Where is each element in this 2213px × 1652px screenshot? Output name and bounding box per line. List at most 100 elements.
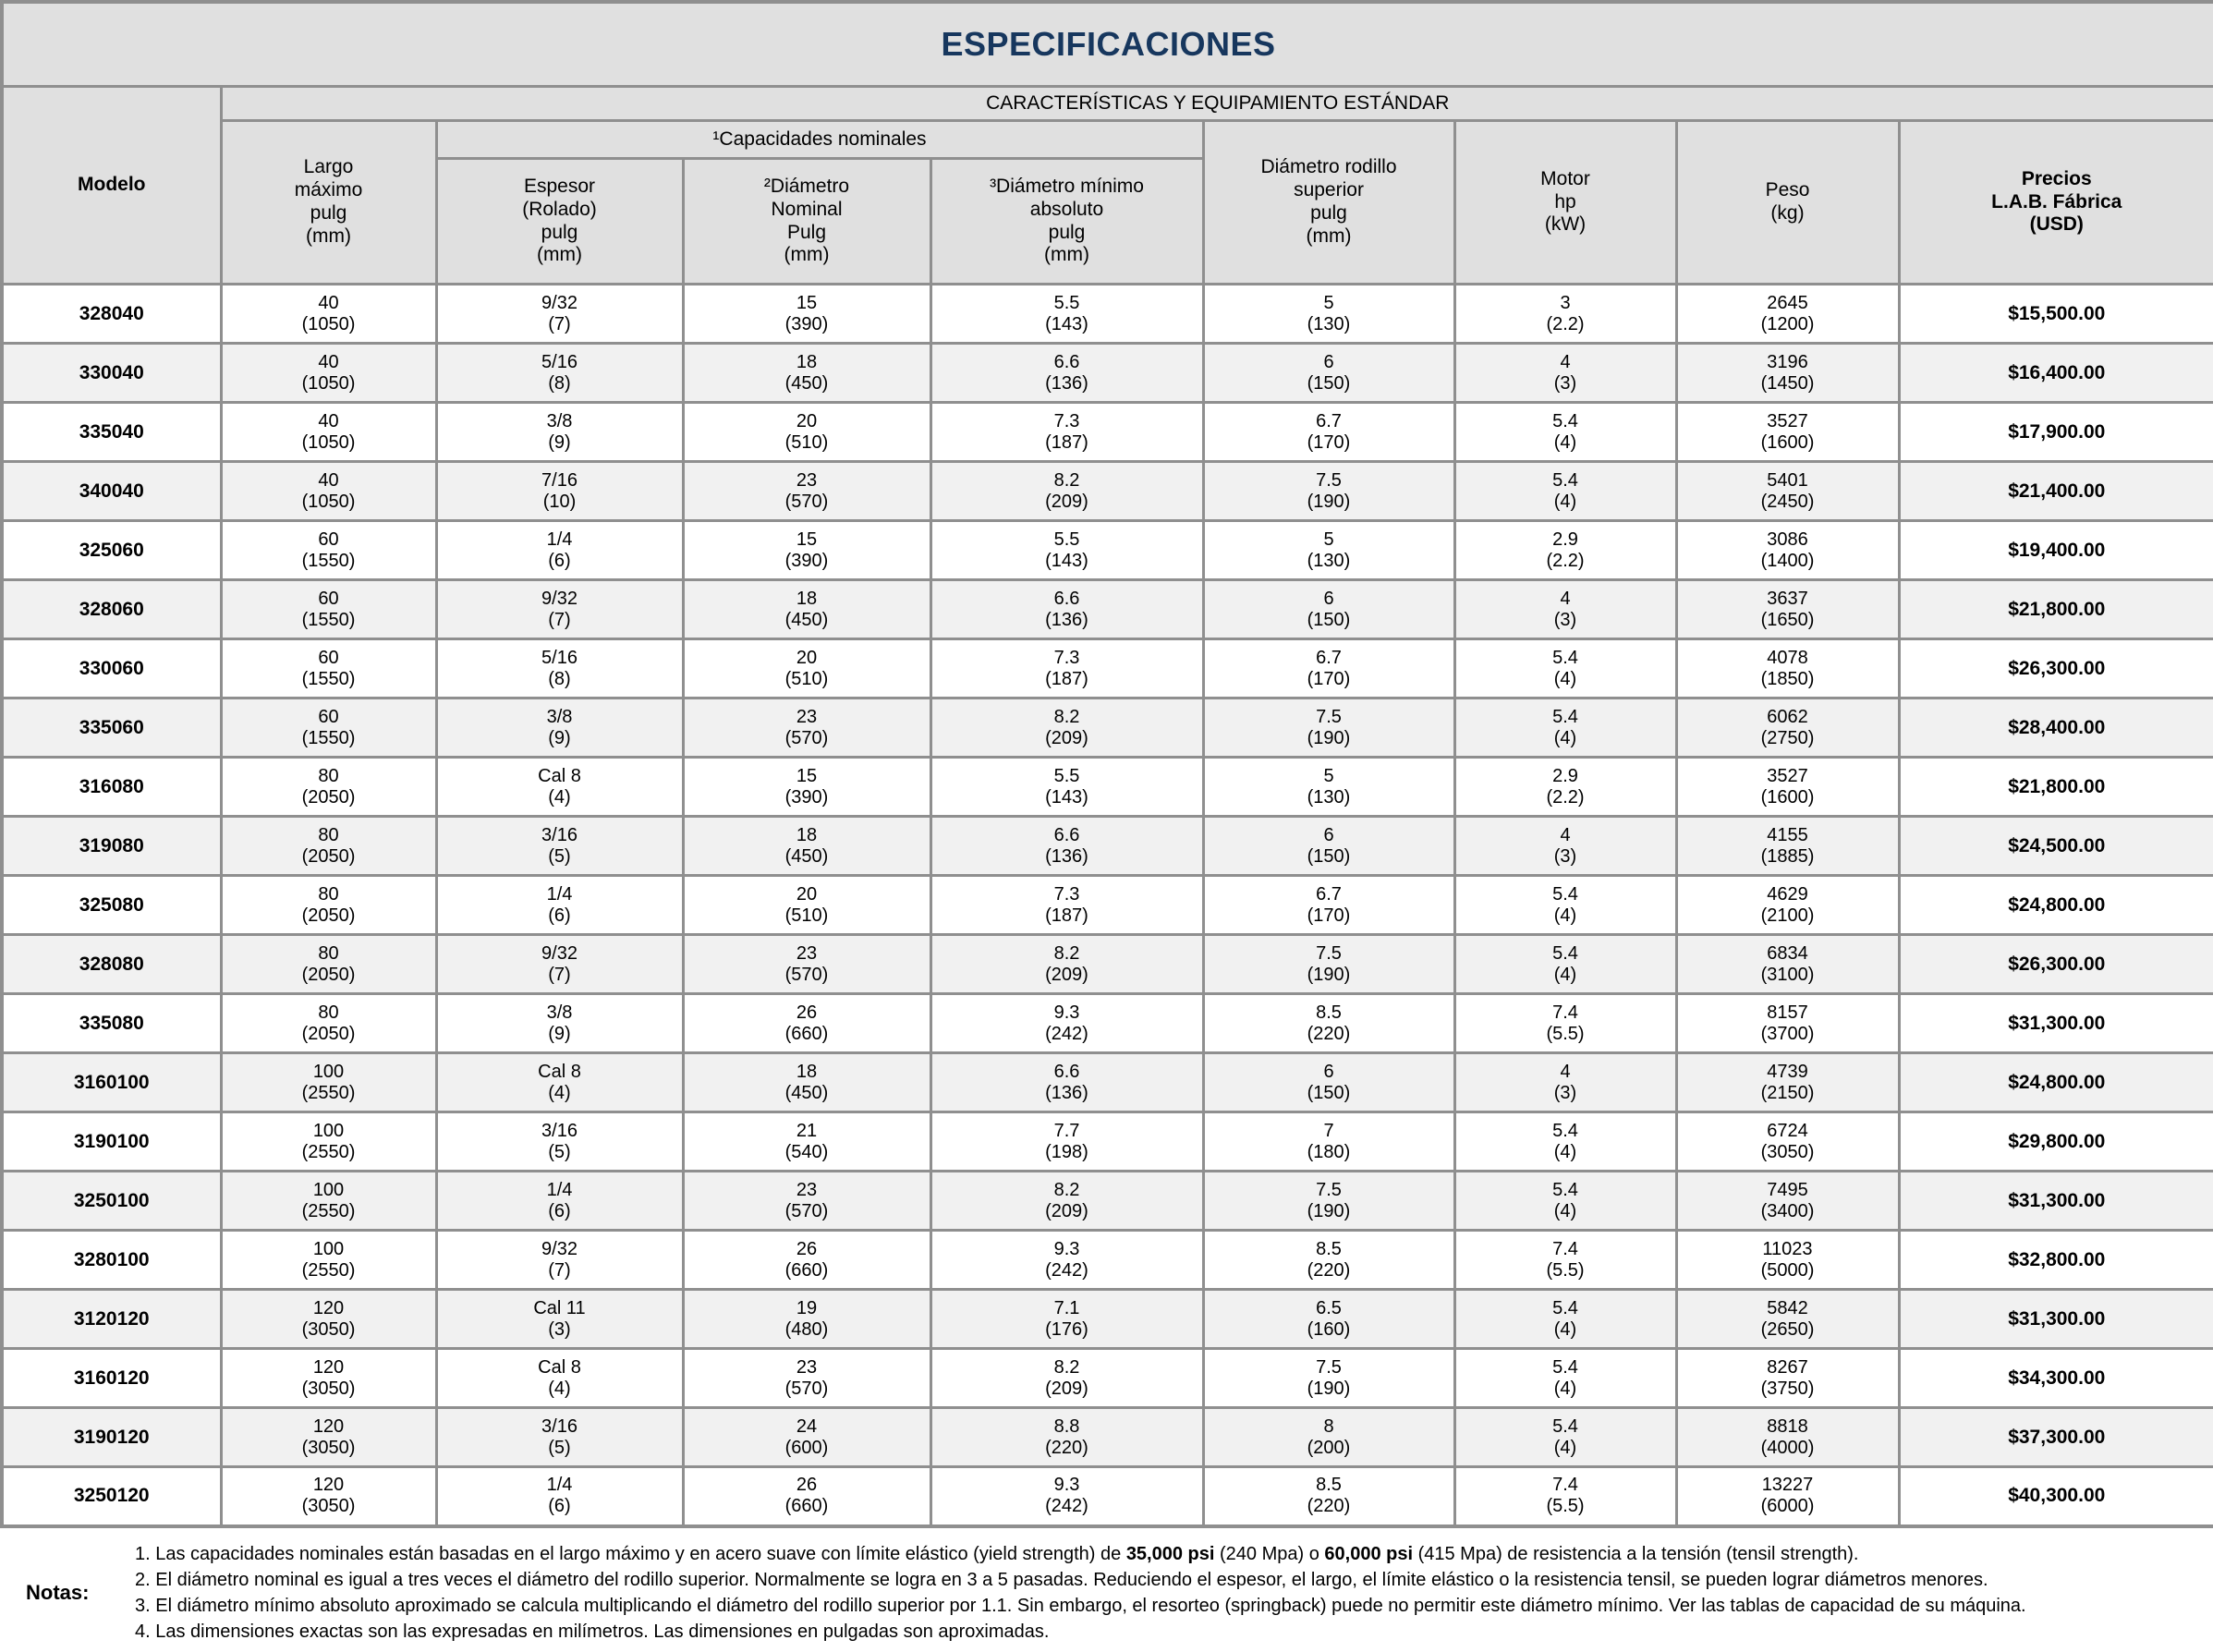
cell-precio: $26,300.00 [1897,933,2213,995]
cell-diametro-nominal: 26 (660) [681,1465,932,1527]
cell-diametro-rodillo: 7 (180) [1201,1111,1456,1172]
header-diametro-nominal: ²Diámetro Nominal Pulg (mm) [681,157,932,285]
cell-peso: 3527 (1600) [1674,401,1901,463]
cell-motor: 7.4 (5.5) [1453,1465,1678,1527]
cell-precio: $31,300.00 [1897,1170,2213,1232]
cell-precio: $28,400.00 [1897,697,2213,759]
cell-espesor: Cal 11 (3) [434,1288,685,1350]
cell-modelo: 325080 [0,874,223,936]
cell-diametro-nominal: 18 (450) [681,342,932,404]
cell-motor: 4 (3) [1453,342,1678,404]
cell-diametro-nominal: 15 (390) [681,519,932,581]
cell-motor: 4 (3) [1453,1051,1678,1113]
cell-motor: 2.9 (2.2) [1453,519,1678,581]
note-item: 2. El diámetro nominal es igual a tres v… [135,1567,2213,1593]
cell-modelo: 3250120 [0,1465,223,1527]
cell-precio: $24,800.00 [1897,1051,2213,1113]
cell-largo-maximo: 80 (2050) [219,933,438,995]
cell-peso: 4629 (2100) [1674,874,1901,936]
cell-largo-maximo: 120 (3050) [219,1465,438,1527]
cell-peso: 3196 (1450) [1674,342,1901,404]
cell-diametro-nominal: 20 (510) [681,401,932,463]
header-diametro-minimo: ³Diámetro mínimo absoluto pulg (mm) [929,157,1205,285]
table-row: 3120120 120 (3050) Cal 11 (3) 19 (480) 7.1 (… [0,1288,2213,1350]
cell-diametro-rodillo: 5 (130) [1201,756,1456,818]
cell-diametro-nominal: 23 (570) [681,1347,932,1409]
notes-label: Notas: [26,1580,90,1604]
cell-precio: $15,500.00 [1897,283,2213,345]
cell-motor: 5.4 (4) [1453,1170,1678,1232]
table-row: 3190120 120 (3050) 3/16 (5) 24 (600) 8.8 (22… [0,1406,2213,1468]
cell-diametro-rodillo: 6 (150) [1201,578,1456,640]
cell-modelo: 319080 [0,815,223,877]
cell-motor: 5.4 (4) [1453,1347,1678,1409]
cell-diametro-minimo: 6.6 (136) [929,578,1205,640]
cell-precio: $17,900.00 [1897,401,2213,463]
cell-diametro-minimo: 8.8 (220) [929,1406,1205,1468]
cell-diametro-minimo: 8.2 (209) [929,1347,1205,1409]
table-row: 330060 60 (1550) 5/16 (8) 20 (510) 7.3 (187)… [0,638,2213,699]
spec-table: ESPECIFICACIONES Modelo CARACTERÍSTICAS … [0,0,2213,1528]
cell-peso: 8818 (4000) [1674,1406,1901,1468]
cell-peso: 5401 (2450) [1674,460,1901,522]
cell-largo-maximo: 80 (2050) [219,815,438,877]
table-row: 340040 40 (1050) 7/16 (10) 23 (570) 8.2 (209… [0,460,2213,522]
header-precios: Precios L.A.B. Fábrica (USD) [1897,119,2213,285]
cell-espesor: 3/8 (9) [434,401,685,463]
cell-diametro-nominal: 20 (510) [681,638,932,699]
cell-precio: $21,800.00 [1897,578,2213,640]
table-row: 335040 40 (1050) 3/8 (9) 20 (510) 7.3 (187) 6… [0,401,2213,463]
cell-espesor: 3/16 (5) [434,815,685,877]
cell-diametro-minimo: 8.2 (209) [929,697,1205,759]
cell-largo-maximo: 60 (1550) [219,519,438,581]
note-item: 1. Las capacidades nominales están basad… [135,1541,2213,1567]
cell-modelo: 330060 [0,638,223,699]
header-caracteristicas-band: CARACTERÍSTICAS Y EQUIPAMIENTO ESTÁNDAR [219,85,2213,122]
cell-espesor: 9/32 (7) [434,1229,685,1291]
cell-largo-maximo: 100 (2550) [219,1229,438,1291]
note-item: 3. El diámetro mínimo absoluto aproximad… [135,1593,2213,1619]
cell-espesor: 1/4 (6) [434,1170,685,1232]
notes-list: 1. Las capacidades nominales están basad… [135,1541,2213,1645]
cell-motor: 5.4 (4) [1453,1111,1678,1172]
cell-diametro-minimo: 9.3 (242) [929,992,1205,1054]
cell-diametro-nominal: 26 (660) [681,992,932,1054]
header-largo-maximo: Largo máximo pulg (mm) [219,119,438,285]
cell-espesor: 3/16 (5) [434,1111,685,1172]
cell-precio: $16,400.00 [1897,342,2213,404]
cell-largo-maximo: 120 (3050) [219,1288,438,1350]
cell-precio: $24,500.00 [1897,815,2213,877]
cell-espesor: 3/16 (5) [434,1406,685,1468]
cell-modelo: 3250100 [0,1170,223,1232]
table-row: 3160100 100 (2550) Cal 8 (4) 18 (450) 6.6 (1… [0,1051,2213,1113]
cell-largo-maximo: 40 (1050) [219,283,438,345]
cell-espesor: Cal 8 (4) [434,756,685,818]
cell-diametro-nominal: 26 (660) [681,1229,932,1291]
cell-motor: 5.4 (4) [1453,874,1678,936]
cell-diametro-nominal: 15 (390) [681,283,932,345]
cell-largo-maximo: 40 (1050) [219,460,438,522]
table-row: 335060 60 (1550) 3/8 (9) 23 (570) 8.2 (209) 7… [0,697,2213,759]
cell-diametro-minimo: 8.2 (209) [929,460,1205,522]
cell-diametro-rodillo: 6.7 (170) [1201,874,1456,936]
table-row: 328060 60 (1550) 9/32 (7) 18 (450) 6.6 (136)… [0,578,2213,640]
note-item: 4. Las dimensiones exactas son las expre… [135,1619,2213,1645]
note-text: (415 Mpa) de resistencia a la tensión (t… [1413,1543,1859,1564]
note-text: 2. El diámetro nominal es igual a tres v… [135,1569,1988,1590]
cell-peso: 3637 (1650) [1674,578,1901,640]
cell-diametro-rodillo: 6.5 (160) [1201,1288,1456,1350]
cell-modelo: 325060 [0,519,223,581]
cell-modelo: 316080 [0,756,223,818]
note-text: 3. El diámetro mínimo absoluto aproximad… [135,1595,2026,1616]
cell-espesor: Cal 8 (4) [434,1051,685,1113]
cell-peso: 2645 (1200) [1674,283,1901,345]
cell-espesor: 9/32 (7) [434,578,685,640]
cell-peso: 6724 (3050) [1674,1111,1901,1172]
cell-diametro-minimo: 7.3 (187) [929,874,1205,936]
cell-espesor: 1/4 (6) [434,1465,685,1527]
cell-diametro-rodillo: 6 (150) [1201,342,1456,404]
cell-diametro-nominal: 20 (510) [681,874,932,936]
cell-diametro-minimo: 6.6 (136) [929,342,1205,404]
cell-motor: 2.9 (2.2) [1453,756,1678,818]
